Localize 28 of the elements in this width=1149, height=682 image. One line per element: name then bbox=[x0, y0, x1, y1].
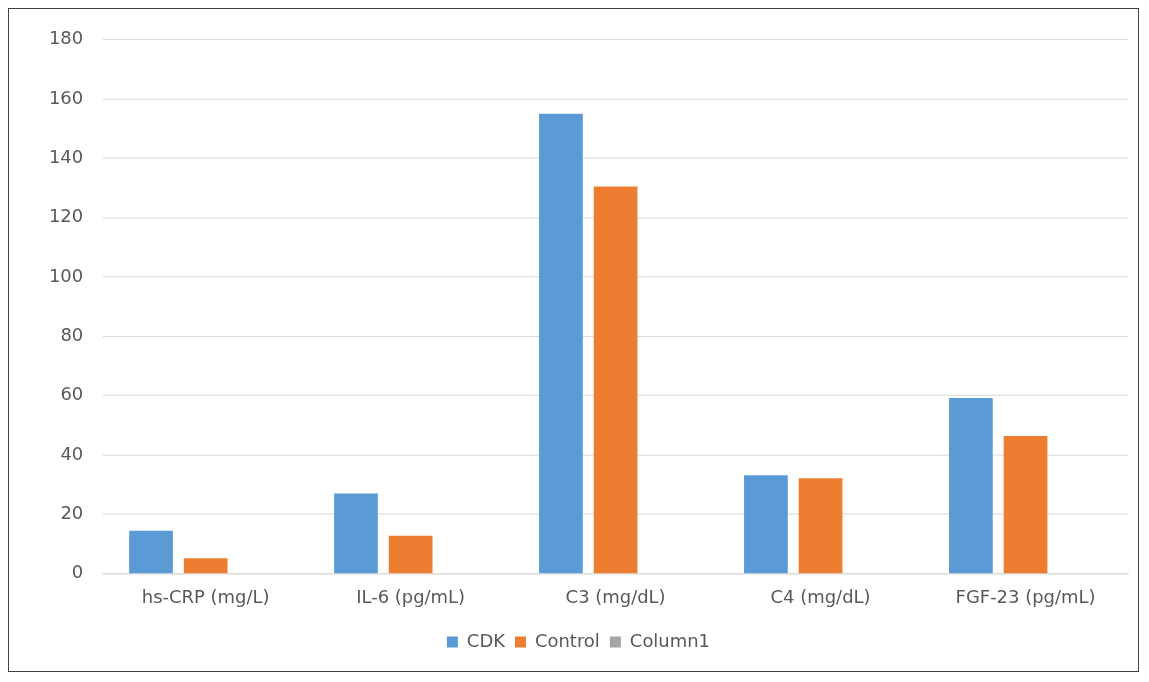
bar bbox=[593, 186, 638, 574]
bar bbox=[539, 113, 583, 574]
y-tick-label: 40 bbox=[60, 442, 84, 464]
bar bbox=[129, 530, 173, 574]
legend-label: CDK bbox=[466, 629, 507, 651]
bar bbox=[1003, 436, 1048, 574]
y-tick-label: 60 bbox=[60, 383, 84, 405]
y-tick-label: 140 bbox=[48, 146, 84, 168]
y-tick-label: 160 bbox=[48, 86, 84, 108]
x-tick-label: C4 (mg/dL) bbox=[770, 586, 871, 608]
y-tick-label: 20 bbox=[60, 502, 84, 524]
y-tick-label: 120 bbox=[48, 205, 84, 227]
x-tick-label: C3 (mg/dL) bbox=[565, 586, 666, 608]
legend-label: Control bbox=[534, 629, 600, 651]
bar bbox=[798, 478, 843, 574]
bar bbox=[334, 493, 378, 574]
y-tick-label: 80 bbox=[60, 324, 84, 346]
bar bbox=[183, 558, 228, 574]
y-tick-label: 0 bbox=[71, 561, 84, 583]
bar bbox=[744, 475, 788, 574]
bar bbox=[949, 398, 993, 574]
x-tick-label: hs-CRP (mg/L) bbox=[141, 586, 270, 608]
bar bbox=[388, 535, 433, 574]
x-tick-label: FGF-23 (pg/mL) bbox=[955, 586, 1096, 608]
y-tick-label: 180 bbox=[48, 27, 84, 49]
y-tick-label: 100 bbox=[48, 264, 84, 286]
x-tick-label: IL-6 (pg/mL) bbox=[356, 586, 466, 608]
legend-label: Column1 bbox=[629, 629, 711, 651]
